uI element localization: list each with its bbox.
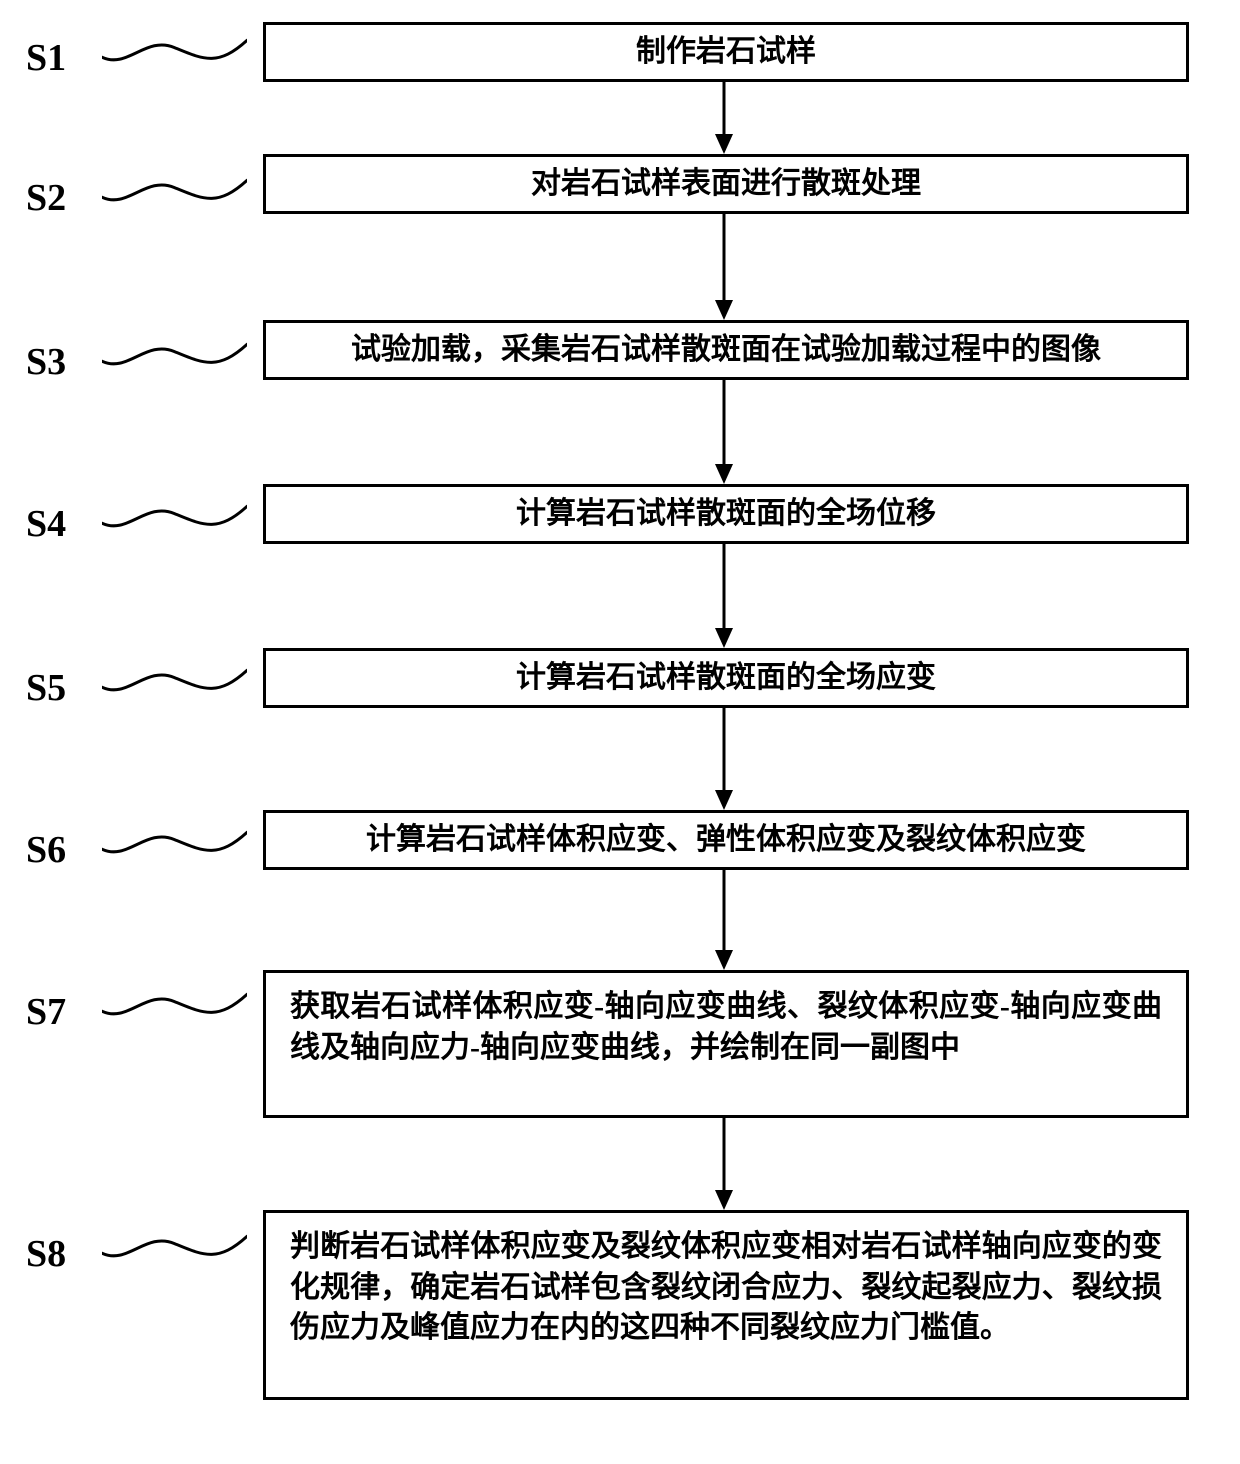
step-box-text: 制作岩石试样	[636, 32, 816, 73]
step-box-s2: 对岩石试样表面进行散斑处理	[263, 154, 1189, 214]
step-label-s6: S6	[26, 828, 66, 872]
wave-connector	[102, 496, 247, 536]
wave-connector	[102, 984, 247, 1024]
arrow-down	[713, 870, 735, 970]
step-box-s5: 计算岩石试样散斑面的全场应变	[263, 648, 1189, 708]
wave-connector	[102, 30, 247, 70]
step-label-s1: S1	[26, 36, 66, 80]
wave-connector	[102, 170, 247, 210]
step-box-s3: 试验加载，采集岩石试样散斑面在试验加载过程中的图像	[263, 320, 1189, 380]
step-label-s8: S8	[26, 1232, 66, 1276]
step-label-s2: S2	[26, 176, 66, 220]
step-box-text: 计算岩石试样散斑面的全场位移	[516, 494, 936, 535]
arrow-down	[713, 708, 735, 810]
arrow-down	[713, 214, 735, 320]
step-box-text: 计算岩石试样体积应变、弹性体积应变及裂纹体积应变	[366, 820, 1086, 861]
step-box-s1: 制作岩石试样	[263, 22, 1189, 82]
step-box-text: 计算岩石试样散斑面的全场应变	[516, 658, 936, 699]
step-box-text: 试验加载，采集岩石试样散斑面在试验加载过程中的图像	[351, 330, 1101, 371]
step-box-s7: 获取岩石试样体积应变-轴向应变曲线、裂纹体积应变-轴向应变曲线及轴向应力-轴向应…	[263, 970, 1189, 1118]
step-label-s5: S5	[26, 666, 66, 710]
step-label-s7: S7	[26, 990, 66, 1034]
step-box-s4: 计算岩石试样散斑面的全场位移	[263, 484, 1189, 544]
arrow-down	[713, 82, 735, 154]
arrow-down	[713, 380, 735, 484]
wave-connector	[102, 660, 247, 700]
step-box-s6: 计算岩石试样体积应变、弹性体积应变及裂纹体积应变	[263, 810, 1189, 870]
step-box-text: 对岩石试样表面进行散斑处理	[531, 164, 921, 205]
flowchart-canvas: S1 制作岩石试样 S2 对岩石试样表面进行散斑处理 S3 试验加载，采集岩石试样散斑面在…	[0, 0, 1240, 1464]
arrow-down	[713, 544, 735, 648]
wave-connector	[102, 334, 247, 374]
arrow-down	[713, 1118, 735, 1210]
step-label-s4: S4	[26, 502, 66, 546]
step-label-s3: S3	[26, 340, 66, 384]
step-box-s8: 判断岩石试样体积应变及裂纹体积应变相对岩石试样轴向应变的变化规律，确定岩石试样包…	[263, 1210, 1189, 1400]
wave-connector	[102, 1226, 247, 1266]
wave-connector	[102, 822, 247, 862]
step-box-text: 获取岩石试样体积应变-轴向应变曲线、裂纹体积应变-轴向应变曲线及轴向应力-轴向应…	[290, 987, 1162, 1068]
step-box-text: 判断岩石试样体积应变及裂纹体积应变相对岩石试样轴向应变的变化规律，确定岩石试样包…	[290, 1227, 1162, 1349]
